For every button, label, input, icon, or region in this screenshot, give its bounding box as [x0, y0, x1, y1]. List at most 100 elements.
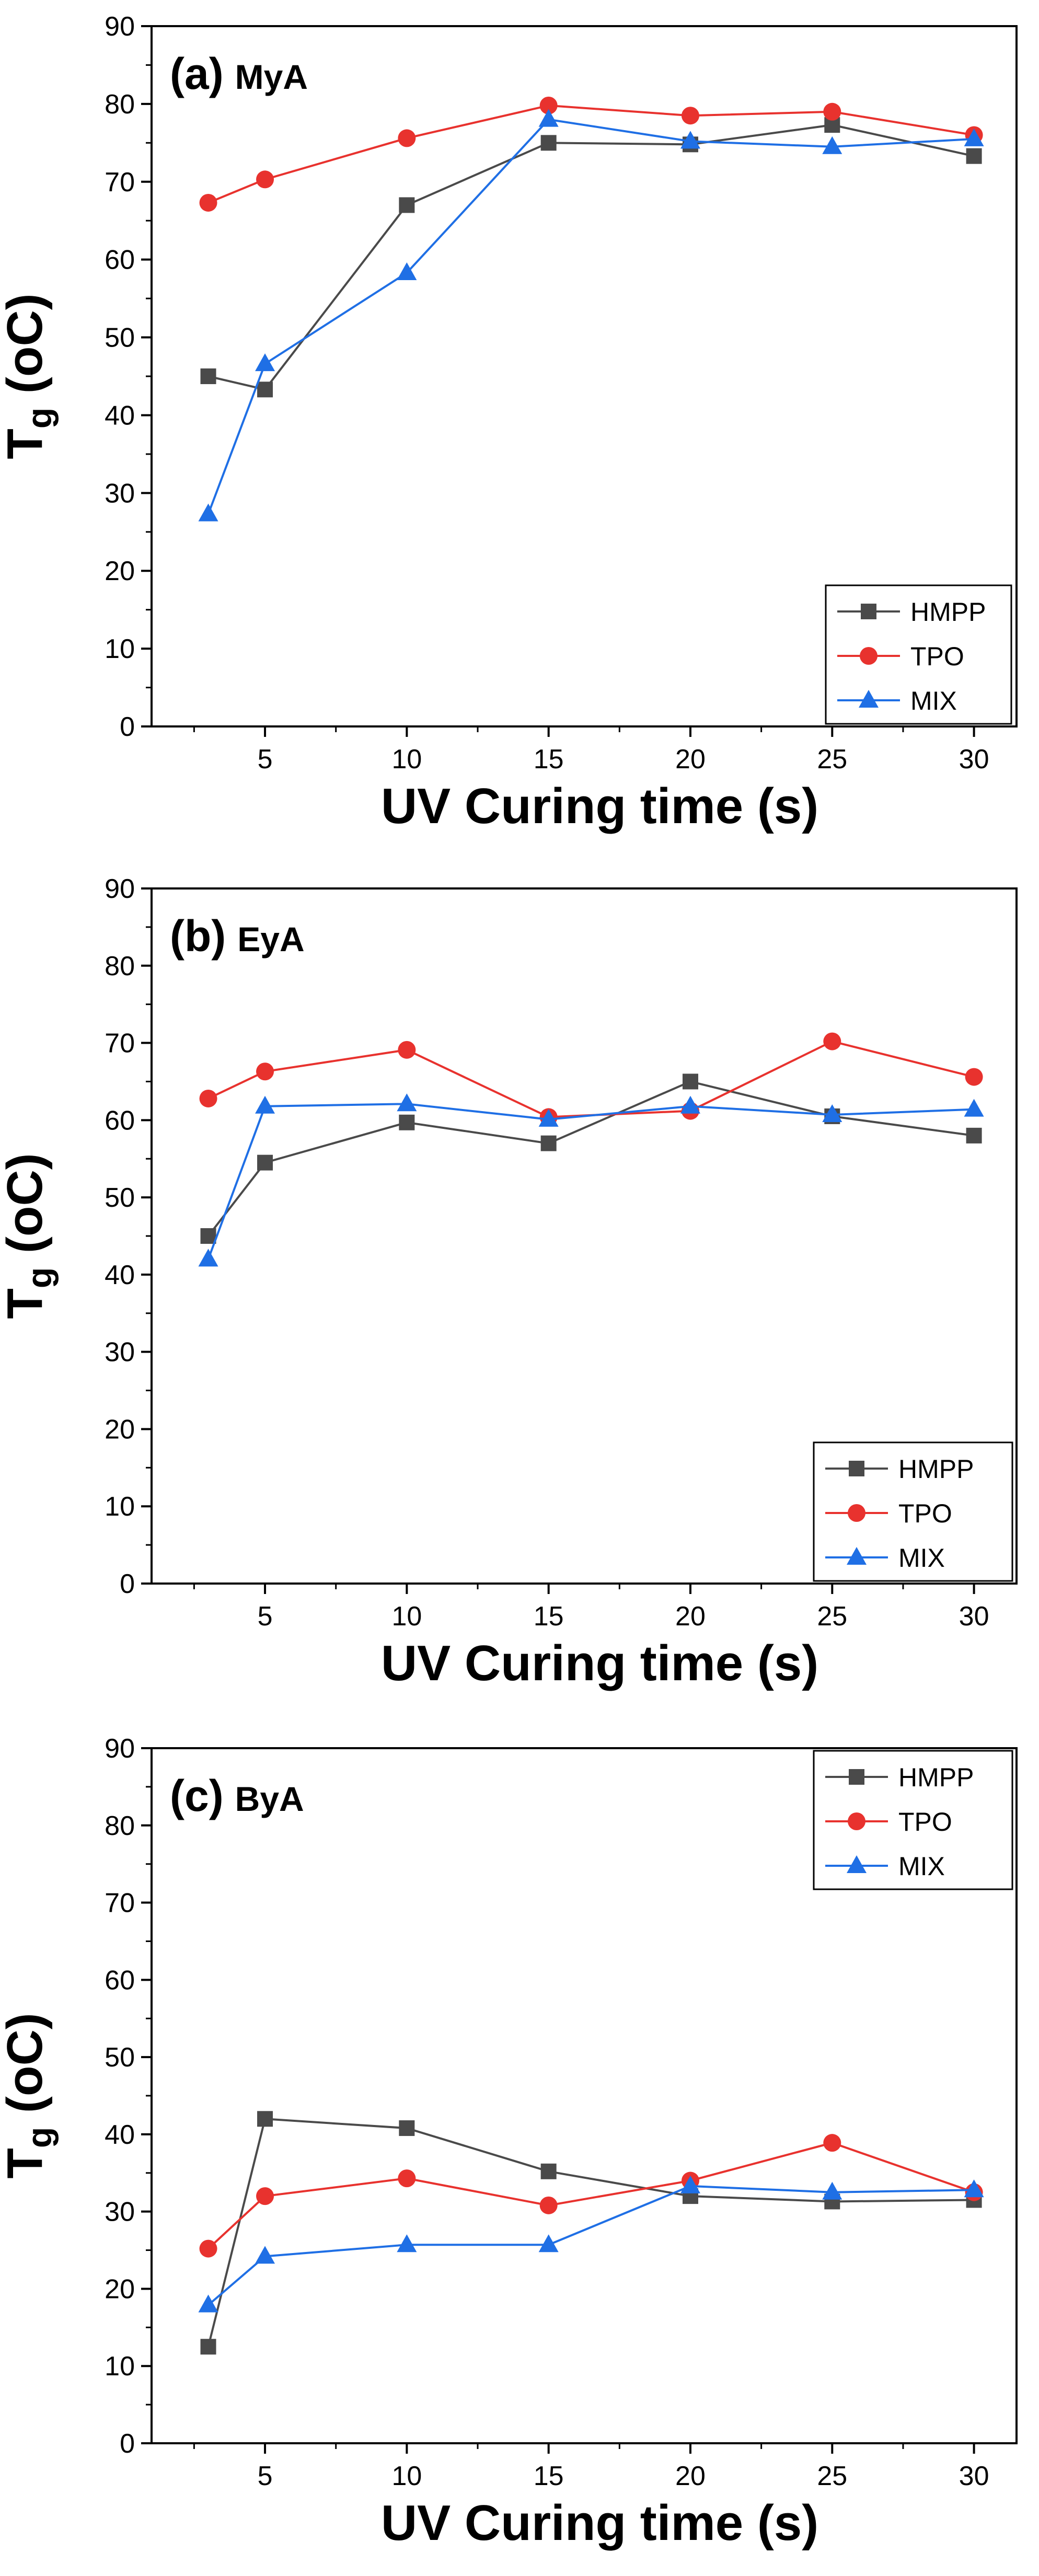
- data-point-hmpp: [257, 2111, 273, 2127]
- data-point-tpo: [823, 2134, 841, 2152]
- panel-label: (a) MyA: [170, 49, 308, 98]
- data-point-hmpp: [540, 1135, 557, 1151]
- y-tick-label: 30: [105, 1337, 135, 1368]
- data-point-tpo: [681, 107, 699, 125]
- x-tick-label: 15: [534, 744, 564, 775]
- data-point-tpo: [199, 1089, 217, 1107]
- legend-marker-hmpp: [849, 1769, 864, 1785]
- data-point-tpo: [398, 1041, 416, 1059]
- data-point-hmpp: [200, 368, 216, 384]
- data-point-mix: [680, 2175, 700, 2193]
- y-tick-label: 0: [120, 1569, 135, 1599]
- legend-marker-hmpp: [861, 604, 876, 619]
- x-tick-label: 30: [959, 744, 989, 775]
- y-axis-title-subscript: g: [20, 408, 59, 429]
- panel-letter: (c): [170, 1771, 224, 1820]
- y-axis-title-main: T: [0, 429, 53, 459]
- series-line-mix: [207, 118, 974, 515]
- panel-letter: (b): [170, 911, 226, 961]
- legend-label-tpo: TPO: [898, 1499, 952, 1528]
- chart-panel-2: 0 10 20 30 40 50 60 70 80 90 5 10 15 20 25 30 UV Curing …: [0, 874, 1018, 1691]
- y-axis-title-subscript: g: [20, 2127, 59, 2148]
- legend: HMPP TPO MIX: [813, 1441, 1013, 1582]
- data-point-hmpp: [540, 135, 557, 151]
- y-axis-title-main: T: [0, 2148, 53, 2179]
- y-tick-label: 80: [105, 89, 135, 120]
- data-point-hmpp: [399, 1114, 415, 1130]
- data-point-tpo: [823, 1032, 841, 1050]
- x-tick-label: 20: [675, 2461, 706, 2491]
- y-tick-label: 90: [105, 11, 135, 42]
- legend-label-hmpp: HMPP: [910, 597, 986, 627]
- y-tick-label: 60: [105, 1105, 135, 1136]
- y-tick-label: 10: [105, 2351, 135, 2382]
- data-point-mix: [198, 2294, 218, 2313]
- x-axis-title: UV Curing time (s): [381, 1635, 818, 1691]
- data-point-hmpp: [966, 1127, 982, 1143]
- data-point-tpo: [199, 2239, 217, 2258]
- y-tick-label: 50: [105, 2042, 135, 2073]
- y-tick-label: 70: [105, 1029, 135, 1059]
- data-point-mix: [680, 1095, 700, 1114]
- x-tick-label: 15: [534, 2461, 564, 2491]
- y-tick-label: 90: [105, 874, 135, 904]
- data-point-hmpp: [966, 148, 982, 164]
- y-tick-label: 20: [105, 2274, 135, 2304]
- y-axis-title-subscript: g: [20, 1267, 59, 1288]
- series-line-tpo: [207, 2142, 975, 2250]
- data-point-tpo: [823, 102, 841, 121]
- data-point-mix: [538, 2234, 559, 2252]
- legend-marker-mix: [859, 690, 879, 708]
- data-point-hmpp: [540, 2163, 557, 2179]
- y-tick-label: 10: [105, 1492, 135, 1522]
- y-tick-label: 40: [105, 2120, 135, 2150]
- y-axis-title-units: (oC): [0, 1153, 53, 1267]
- panel-name: ByA: [235, 1780, 304, 1818]
- data-point-tpo: [539, 2196, 558, 2214]
- y-tick-label: 30: [105, 478, 135, 509]
- series-line-mix: [207, 2185, 974, 2306]
- y-tick-label: 70: [105, 1888, 135, 1919]
- y-tick-label: 90: [105, 1734, 135, 1764]
- data-point-mix: [964, 1099, 984, 1117]
- panel-label: (b) EyA: [170, 911, 305, 961]
- y-axis-title: Tg (oC): [0, 2013, 59, 2179]
- data-point-hmpp: [257, 382, 273, 398]
- legend-label-mix: MIX: [910, 686, 957, 715]
- data-point-mix: [964, 2179, 984, 2198]
- data-point-hmpp: [399, 2120, 415, 2136]
- legend-marker-mix: [847, 1855, 867, 1873]
- y-axis-title-units: (oC): [0, 293, 53, 408]
- legend-label-hmpp: HMPP: [898, 1454, 974, 1484]
- data-point-mix: [964, 128, 984, 146]
- legend-marker-hmpp: [849, 1461, 864, 1476]
- y-tick-label: 70: [105, 167, 135, 198]
- data-point-mix: [822, 136, 842, 154]
- panel-label: (c) ByA: [170, 1771, 304, 1820]
- x-tick-label: 15: [534, 1601, 564, 1632]
- y-tick-label: 0: [120, 712, 135, 742]
- y-tick-label: 40: [105, 400, 135, 431]
- y-axis-title-main: T: [0, 1288, 53, 1319]
- legend-label-tpo: TPO: [910, 642, 964, 671]
- y-tick-label: 80: [105, 1811, 135, 1841]
- legend-marker-tpo: [848, 1504, 865, 1522]
- data-point-mix: [538, 109, 559, 127]
- data-point-tpo: [256, 170, 274, 189]
- y-axis-title: Tg (oC): [0, 1153, 59, 1319]
- data-point-mix: [822, 1104, 842, 1122]
- data-point-hmpp: [682, 1073, 698, 1090]
- x-tick-label: 30: [959, 2461, 989, 2491]
- legend: HMPP TPO MIX: [825, 584, 1012, 725]
- y-tick-label: 30: [105, 2197, 135, 2227]
- legend-marker-tpo: [848, 1812, 865, 1830]
- panel-letter: (a): [170, 49, 224, 98]
- legend-label-hmpp: HMPP: [898, 1763, 974, 1792]
- x-tick-label: 30: [959, 1601, 989, 1632]
- y-tick-label: 20: [105, 1414, 135, 1445]
- data-point-tpo: [398, 129, 416, 147]
- chart-panel-3: 0 10 20 30 40 50 60 70 80 90 5 10 15 20 25 30 UV Curing …: [0, 1734, 1018, 2551]
- data-point-mix: [680, 131, 700, 149]
- x-tick-label: 25: [817, 744, 847, 775]
